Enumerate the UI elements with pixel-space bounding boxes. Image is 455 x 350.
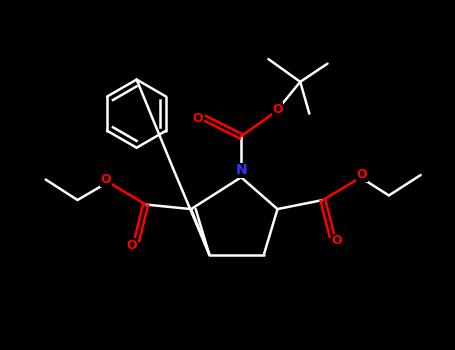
- Text: O: O: [272, 103, 283, 116]
- Text: O: O: [127, 239, 137, 252]
- Text: O: O: [331, 234, 342, 247]
- Text: O: O: [356, 168, 367, 182]
- Text: O: O: [101, 173, 111, 186]
- Text: O: O: [192, 112, 203, 125]
- Text: N: N: [235, 163, 247, 177]
